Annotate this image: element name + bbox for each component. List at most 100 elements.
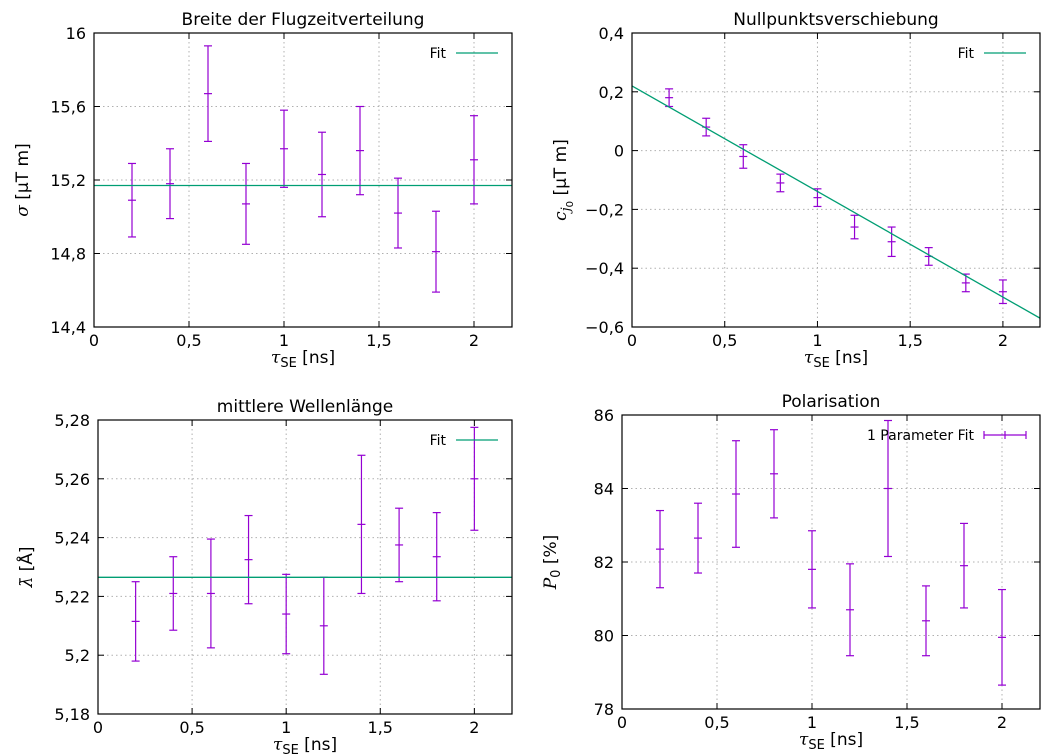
data-point [395,507,404,583]
legend: Fit [958,46,1026,62]
data-point [846,563,854,657]
data-point [166,148,174,220]
y-tick-label: 15,6 [50,98,86,117]
y-tick-label: 14,4 [50,318,86,337]
y-axis-label: cj0 [µT m] [551,139,576,221]
x-tick-label: 2 [469,718,479,737]
y-tick-label: 84 [594,480,614,499]
data-point [318,131,326,218]
legend: 1 Parameter Fit [867,428,1027,444]
x-tick-label: 0 [617,713,627,732]
x-tick-label: 1,5 [366,331,391,350]
x-tick-label: 0,5 [176,331,201,350]
panel-4: 0 0,5 1 1,5 2 78 80 82 84 86 Polarisation τSE [ns] P… [541,392,1041,753]
chart-title: Breite der Flugzeitverteilung [182,10,425,30]
x-tick-label: 1,5 [368,718,393,737]
data-point [776,173,785,193]
chart-title: mittlere Wellenlänge [217,397,393,417]
panel-2: 0 0,5 1 1,5 2 −0,6 −0,4 −0,2 0 0,2 0,4 Nullpunktsve… [551,10,1041,371]
data-point [319,576,328,675]
x-axis-label: τSE [ns] [271,348,335,371]
plot-frame [631,32,1041,328]
y-tick-label: 5,26 [54,470,90,489]
data-point [732,440,740,548]
x-tick-label: 1,5 [897,331,922,350]
data-point [432,210,440,293]
x-tick-label: 1 [812,331,822,350]
data-point [394,177,402,249]
plot-area [98,426,512,675]
data-point [850,214,859,240]
data-point [998,588,1006,686]
panel-3: 0 0,5 1 1,5 2 5,18 5,2 5,22 5,24 5,26 5,28 mittlere… [15,397,513,756]
x-tick-label: 1,5 [894,713,919,732]
data-point [656,509,664,589]
legend-label: Fit [430,433,447,449]
y-axis-label: λ̄ [Å] [15,546,37,588]
y-axis-label: σ [µT m] [13,143,33,216]
x-tick-label: 0 [89,331,99,350]
data-point [470,426,479,531]
data-point [206,538,215,649]
data-point [884,419,892,558]
x-tick-label: 1 [807,713,817,732]
data-point [128,162,136,238]
data-point [169,556,178,631]
y-tick-label: 15,2 [50,171,86,190]
x-tick-label: 0 [93,718,103,737]
y-tick-label: 5,24 [54,529,90,548]
x-tick-label: 0,5 [704,713,729,732]
y-tick-label: 86 [594,406,614,425]
fit-line [632,85,1040,319]
data-point [356,105,364,196]
x-tick-label: 2 [469,331,479,350]
chart-title: Polarisation [782,392,881,412]
x-tick-label: 0,5 [712,331,737,350]
plot-frame [97,419,513,715]
y-tick-label: 0,2 [599,83,624,102]
x-tick-label: 0 [627,331,637,350]
data-point [702,117,711,137]
data-point [808,530,816,609]
y-tick-label: −0,6 [585,318,624,337]
data-point [204,45,212,143]
data-point [282,573,291,655]
x-axis-label: τSE [ns] [273,735,337,756]
data-point [960,522,968,609]
data-point [244,514,253,605]
y-tick-label: −0,2 [585,200,624,219]
data-point [242,162,250,245]
legend: Fit [430,46,498,62]
data-point [432,512,441,602]
data-point [694,502,702,574]
plot-area [94,45,512,293]
data-point [665,88,674,108]
plot-area [656,419,1006,686]
y-tick-label: 14,8 [50,245,86,264]
legend: Fit [430,433,498,449]
y-tick-label: 5,28 [54,411,90,430]
data-point [770,429,778,519]
y-tick-label: −0,4 [585,259,624,278]
x-tick-label: 1 [281,718,291,737]
y-tick-label: 0,4 [599,24,624,43]
legend-label: Fit [430,46,447,62]
y-tick-label: 16 [66,24,86,43]
y-tick-label: 5,2 [65,646,90,665]
data-point [961,273,970,293]
y-tick-label: 5,18 [54,705,90,724]
data-point [998,279,1007,305]
x-tick-label: 2 [997,713,1007,732]
x-tick-label: 0,5 [179,718,204,737]
x-tick-label: 2 [998,331,1008,350]
y-axis-label: P0 [%] [541,535,564,591]
plot-frame [93,32,513,328]
data-point [922,585,930,657]
x-axis-label: τSE [ns] [799,730,863,753]
chart-title: Nullpunktsverschiebung [733,10,938,30]
y-tick-label: 5,22 [54,587,90,606]
x-tick-label: 1 [279,331,289,350]
legend-label: Fit [958,46,975,62]
data-point [887,226,896,258]
